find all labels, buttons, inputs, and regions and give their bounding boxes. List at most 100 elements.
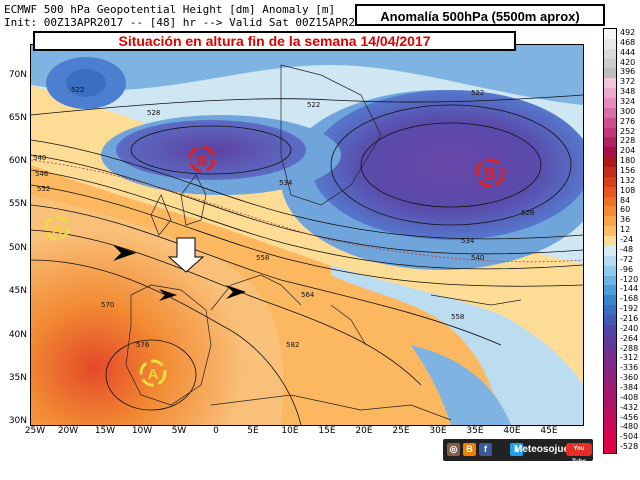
legend-label: 228 — [620, 136, 636, 146]
longitude-label: 10W — [131, 426, 153, 436]
legend-swatch — [604, 216, 616, 227]
legend-label: 300 — [620, 106, 636, 116]
legend-swatch — [604, 127, 616, 138]
isohypse-label: 558 — [256, 254, 269, 262]
legend-label: 36 — [620, 215, 631, 225]
legend-swatch — [604, 107, 616, 119]
system-letter: A — [148, 366, 159, 383]
isohypse-label: 534 — [461, 237, 475, 245]
legend-swatch — [604, 423, 616, 434]
longitude-label: 30E — [429, 426, 447, 436]
legend-label: -264 — [620, 333, 639, 343]
latitude-label: 55N — [8, 199, 27, 209]
legend-swatch — [604, 88, 616, 99]
weather-map: 522 540 546 552 558 564 570 576 528 534 … — [30, 44, 584, 426]
isohypse-label: 522 — [471, 89, 484, 97]
legend-swatch — [604, 196, 616, 207]
latitude-label: 65N — [8, 113, 27, 123]
longitude-label: 25W — [24, 426, 46, 436]
low-pressure-west: B — [188, 145, 216, 173]
legend-label: 468 — [620, 37, 636, 47]
legend-swatch — [604, 68, 616, 79]
legend-swatch — [604, 383, 616, 395]
model-header-line2: Init: 00Z13APR2017 -- [48] hr --> Valid … — [4, 16, 355, 29]
legend-swatch — [604, 78, 616, 89]
high-pressure-iberia: A — [139, 359, 167, 387]
legend-swatch — [604, 245, 616, 257]
longitude-label: 5E — [247, 426, 259, 436]
wind-arrow-icon — [159, 289, 177, 301]
legend-swatch — [604, 98, 616, 109]
legend-swatch — [604, 38, 616, 50]
legend-swatch — [604, 295, 616, 306]
blogger-icon[interactable]: B — [463, 443, 476, 456]
legend-swatch — [604, 167, 616, 178]
legend-swatch — [604, 393, 616, 405]
system-letter: A — [52, 221, 62, 237]
legend-label: -192 — [620, 304, 639, 314]
model-header-line1: ECMWF 500 hPa Geopotential Height [dm] A… — [4, 3, 336, 16]
legend-swatch — [604, 206, 616, 217]
legend-label: -96 — [620, 264, 634, 274]
longitude-label: 5W — [171, 426, 187, 436]
longitude-label: 20W — [57, 426, 79, 436]
longitude-label: 25E — [392, 426, 410, 436]
legend-label: -456 — [620, 412, 639, 422]
longitude-label: 15W — [94, 426, 116, 436]
latitude-label: 30N — [8, 416, 27, 426]
isohypse-label: 528 — [147, 109, 160, 117]
wind-arrow-icon — [113, 245, 136, 261]
legend-label: 444 — [620, 47, 636, 57]
isohypse-label: 528 — [521, 209, 534, 217]
instagram-icon[interactable]: ◎ — [447, 443, 460, 456]
legend-label: -528 — [620, 442, 639, 452]
legend-swatch — [604, 334, 616, 346]
longitude-label: 10E — [281, 426, 299, 436]
longitude-label: 35E — [466, 426, 484, 436]
legend-swatch — [604, 354, 616, 365]
latitude-label: 45N — [8, 286, 27, 296]
isohypse-label: 570 — [101, 301, 114, 309]
high-pressure-atlantic: A — [44, 215, 70, 241]
latitude-label: 40N — [8, 330, 27, 340]
legend-swatch — [604, 255, 616, 267]
legend-swatch — [604, 275, 616, 286]
facebook-icon[interactable]: f — [479, 443, 492, 456]
legend-swatch — [604, 314, 616, 326]
legend-swatch — [604, 117, 616, 129]
legend-swatch — [604, 137, 616, 148]
wind-arrow-icon — [226, 285, 246, 299]
legend-swatch — [604, 285, 616, 296]
legend-label: -216 — [620, 313, 639, 323]
isohypse-label: 564 — [301, 291, 315, 299]
anomaly-title: Anomalía 500hPa (5500m aprox) — [355, 4, 605, 26]
legend-label: -360 — [620, 373, 639, 383]
isohypse-label: 522 — [307, 101, 320, 109]
legend-label: -48 — [620, 244, 634, 254]
legend-swatch — [604, 403, 616, 415]
legend-label: 420 — [620, 57, 636, 67]
legend-label: -168 — [620, 294, 639, 304]
legend-label: -144 — [620, 284, 639, 294]
legend-label: 348 — [620, 87, 636, 97]
legend-swatch — [604, 186, 616, 198]
legend-label: -312 — [620, 353, 639, 363]
isohypse-label: 558 — [451, 313, 464, 321]
legend-label: 132 — [620, 175, 636, 185]
legend-label: -336 — [620, 363, 639, 373]
legend-swatch — [604, 147, 616, 158]
legend-swatch — [604, 344, 616, 355]
legend-label: 492 — [620, 28, 636, 37]
legend-label: 252 — [620, 126, 636, 136]
legend-label: -24 — [620, 235, 634, 245]
twitter-icon[interactable]: t — [510, 443, 523, 456]
system-letter: B — [197, 152, 208, 169]
legend-label: -384 — [620, 382, 639, 392]
youtube-icon[interactable]: You Tube — [566, 443, 592, 465]
legend-label: -408 — [620, 392, 639, 402]
color-legend — [603, 28, 617, 454]
legend-label: -504 — [620, 432, 639, 442]
brand-name[interactable]: Meteosojuela — [514, 444, 578, 455]
isohypse-label: 540 — [471, 254, 484, 262]
legend-swatch — [604, 443, 616, 454]
